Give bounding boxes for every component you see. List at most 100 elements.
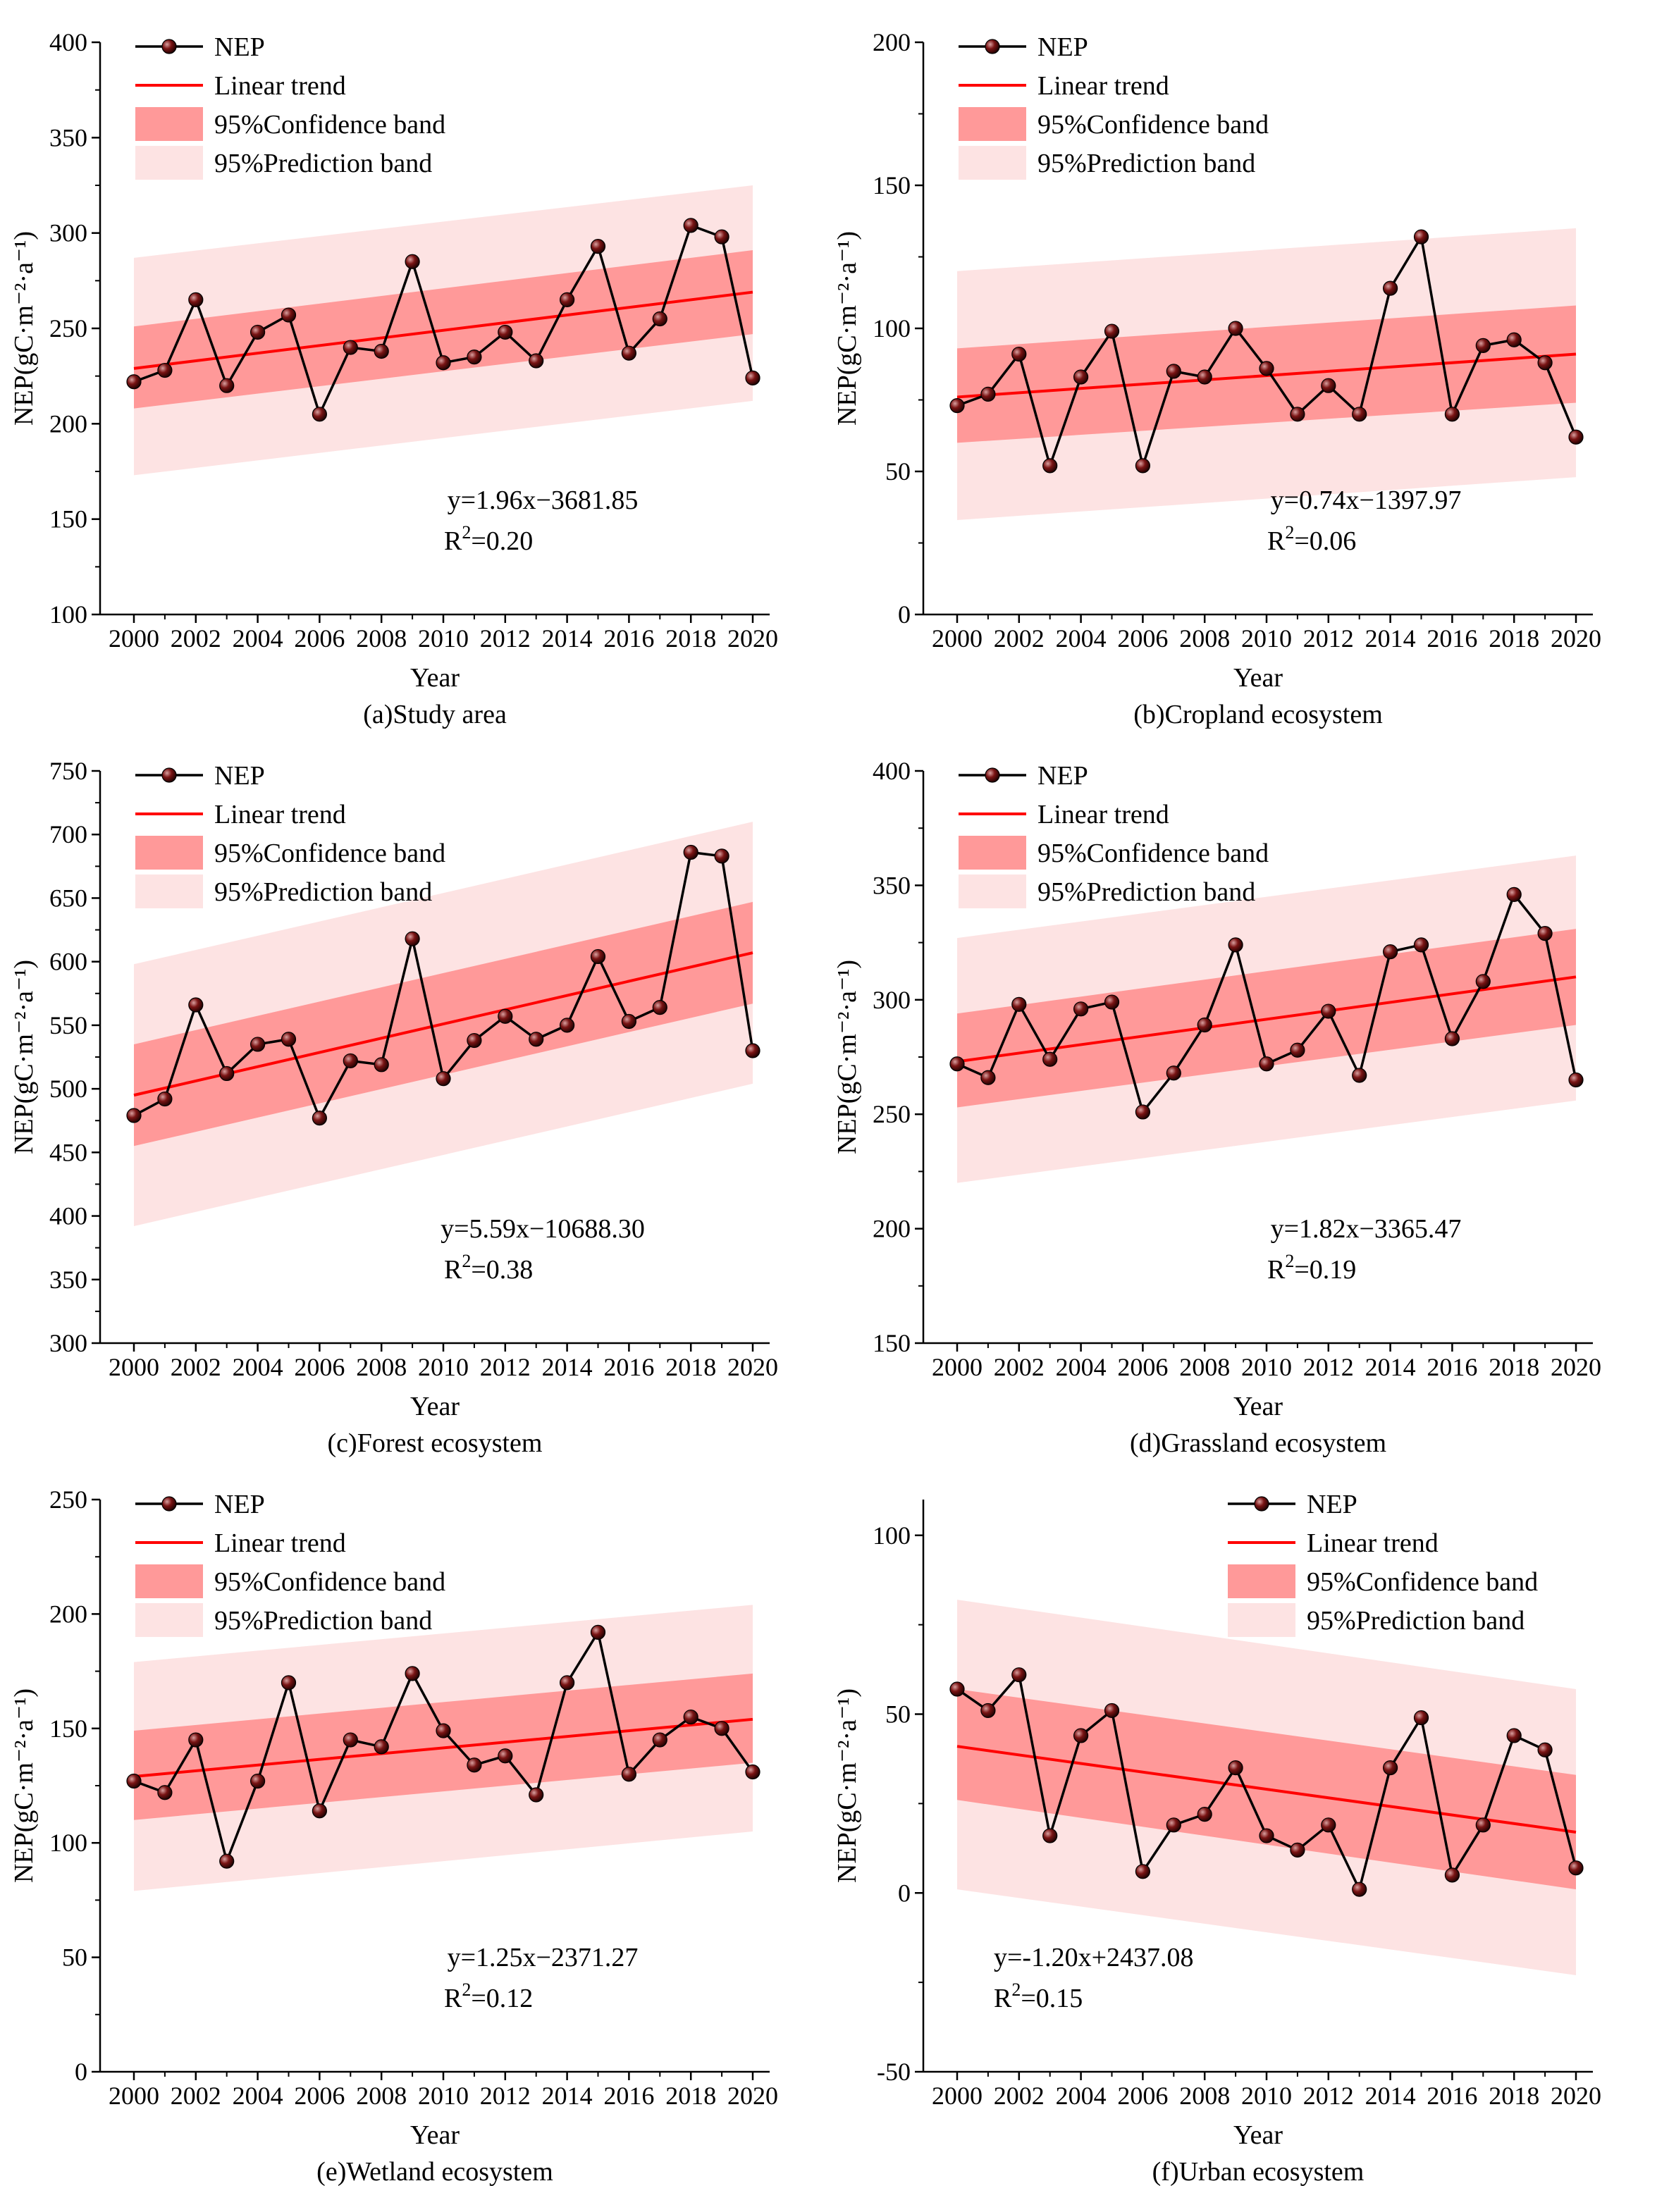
legend: NEP Linear trend 95%Confidence band 95%Pred…	[135, 32, 445, 180]
nep-point	[436, 355, 451, 371]
y-tick-label: 150	[49, 1714, 87, 1743]
r2-label: R2=0.06	[1267, 522, 1356, 556]
x-tick-label: 2014	[542, 1353, 593, 1381]
legend-confidence-swatch	[135, 1564, 203, 1598]
x-tick-label: 2000	[109, 624, 159, 653]
y-axis-title: NEP(gC·m⁻²·a⁻¹)	[832, 231, 862, 426]
legend-nep-marker	[161, 767, 177, 783]
legend-confidence-swatch	[135, 836, 203, 870]
x-tick-label: 2004	[233, 2082, 283, 2110]
nep-point	[980, 1703, 996, 1719]
legend-prediction-swatch	[959, 146, 1026, 180]
y-tick-label: 350	[873, 871, 911, 899]
nep-point	[1413, 229, 1429, 245]
x-tick-label: 2010	[1241, 624, 1292, 653]
nep-point	[1135, 1864, 1151, 1879]
nep-point	[621, 1767, 637, 1782]
y-tick-label: 650	[49, 884, 87, 912]
nep-point	[1290, 407, 1305, 422]
x-axis-title: Year	[1233, 1392, 1283, 1421]
x-tick-label: 2002	[171, 2082, 221, 2110]
x-tick-label: 2006	[294, 1353, 345, 1381]
panel-caption: (d)Grassland ecosystem	[1130, 1428, 1386, 1458]
nep-point	[1073, 1001, 1089, 1017]
nep-point	[250, 1773, 266, 1789]
x-tick-label: 2012	[1303, 624, 1354, 653]
x-tick-label: 2014	[1365, 1353, 1416, 1381]
legend: NEP Linear trend 95%Confidence band 95%Pred…	[135, 1490, 445, 1637]
x-tick-label: 2016	[1427, 624, 1477, 653]
y-tick-label: 200	[873, 28, 911, 56]
legend-prediction-swatch	[1228, 1603, 1295, 1637]
nep-point	[343, 1732, 358, 1748]
x-tick-label: 2016	[1427, 1353, 1477, 1381]
nep-point	[498, 324, 513, 340]
r2-label: R2=0.12	[444, 1979, 533, 2013]
nep-point	[1197, 1807, 1212, 1822]
nep-point	[1475, 338, 1491, 353]
nep-point	[745, 1043, 760, 1058]
y-tick-label: 0	[898, 600, 911, 629]
legend: NEP Linear trend 95%Confidence band 95%Pred…	[959, 32, 1269, 180]
y-tick-label: 250	[873, 1100, 911, 1128]
nep-point	[281, 1032, 297, 1047]
nep-point	[949, 1056, 965, 1072]
nep-point	[250, 324, 266, 340]
legend-label: Linear trend	[1307, 1528, 1439, 1558]
y-tick-label: 750	[49, 757, 87, 785]
nep-point	[1011, 1667, 1027, 1683]
nep-point	[559, 1018, 575, 1033]
r2-value: =0.38	[471, 1255, 533, 1285]
x-tick-label: 2020	[727, 1353, 778, 1381]
nep-point	[1537, 1742, 1553, 1757]
x-tick-label: 2012	[480, 2082, 531, 2110]
nep-point	[374, 1739, 389, 1755]
nep-point	[405, 1666, 420, 1681]
y-tick-label: 150	[49, 505, 87, 533]
y-tick-label: 700	[49, 820, 87, 848]
nep-point	[1166, 1065, 1181, 1081]
nep-point	[219, 1853, 235, 1869]
x-tick-label: 2018	[665, 2082, 716, 2110]
nep-point	[1382, 1760, 1398, 1776]
x-axis-title: Year	[1233, 2120, 1283, 2150]
y-tick-label: 550	[49, 1011, 87, 1039]
x-tick-label: 2000	[932, 2082, 983, 2110]
nep-point	[1506, 886, 1522, 902]
x-tick-label: 2004	[233, 1353, 283, 1381]
panel-caption: (c)Forest ecosystem	[328, 1428, 543, 1458]
y-tick-label: 350	[49, 1266, 87, 1294]
legend-label: NEP	[214, 1490, 265, 1519]
nep-point	[980, 386, 996, 402]
legend-label: NEP	[1037, 32, 1088, 62]
legend-nep-marker	[985, 767, 1000, 783]
nep-point	[188, 1732, 204, 1748]
y-tick-label: 400	[49, 28, 87, 56]
nep-point	[188, 997, 204, 1013]
equation-label: y=0.74x−1397.97	[1271, 486, 1462, 515]
r2-symbol: R	[444, 526, 462, 556]
nep-point	[714, 1721, 729, 1736]
nep-point	[714, 848, 729, 864]
legend: NEP Linear trend 95%Confidence band 95%Pred…	[135, 761, 445, 908]
y-tick-label: 100	[49, 1829, 87, 1857]
y-tick-label: 600	[49, 948, 87, 976]
x-tick-label: 2010	[418, 1353, 469, 1381]
r2-symbol: R	[444, 1255, 462, 1285]
nep-point	[714, 229, 729, 245]
nep-point	[1321, 1003, 1336, 1019]
nep-point	[745, 1764, 760, 1780]
nep-point	[312, 407, 327, 422]
nep-point	[126, 1108, 142, 1123]
nep-point	[1011, 996, 1027, 1012]
legend-nep-marker	[161, 1496, 177, 1512]
legend-label: 95%Confidence band	[1307, 1567, 1538, 1597]
nep-point	[1197, 1017, 1212, 1033]
x-tick-label: 2010	[1241, 1353, 1292, 1381]
nep-point	[343, 1053, 358, 1069]
nep-point	[1042, 458, 1058, 474]
x-tick-label: 2006	[1117, 1353, 1168, 1381]
r2-label: R2=0.15	[994, 1979, 1083, 2013]
nep-point	[652, 1000, 667, 1015]
trend-line	[956, 1745, 1577, 1834]
